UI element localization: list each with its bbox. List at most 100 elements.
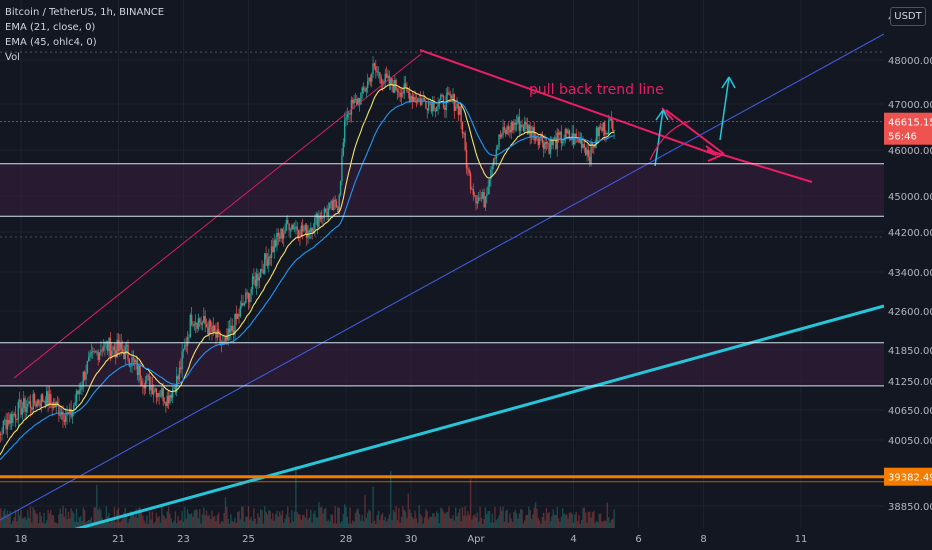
volume-bar bbox=[311, 522, 313, 528]
volume-bar bbox=[314, 510, 316, 528]
volume-bar bbox=[234, 517, 236, 528]
volume-bar bbox=[460, 521, 462, 528]
candle-body bbox=[69, 408, 71, 414]
candle-body bbox=[35, 403, 37, 407]
candle-body bbox=[316, 213, 319, 227]
price-axis[interactable]: 48000.00 47000.00 46000.00 45000.00 44200.00… bbox=[884, 0, 932, 550]
candle-body bbox=[270, 246, 273, 259]
volume-bar bbox=[59, 508, 61, 528]
arrowhead[interactable] bbox=[655, 109, 664, 121]
ema45-line[interactable] bbox=[0, 100, 615, 465]
volume-bar bbox=[243, 521, 246, 528]
long-term-support-line[interactable] bbox=[0, 304, 885, 550]
volume-bar bbox=[392, 509, 395, 528]
pullback-trendline[interactable] bbox=[419, 49, 717, 156]
time-axis[interactable]: 18 21 23 25 28 30 Apr 4 6 8 11 bbox=[0, 528, 932, 550]
candle-body bbox=[472, 188, 474, 195]
candle-body bbox=[350, 99, 353, 115]
candle-body bbox=[511, 122, 514, 131]
candle-body bbox=[480, 197, 483, 199]
volume-bar bbox=[41, 522, 44, 528]
volume-bar bbox=[553, 514, 556, 528]
candle-body bbox=[418, 98, 420, 100]
volume-bar bbox=[536, 508, 538, 528]
arrowhead[interactable] bbox=[721, 76, 730, 89]
volume-bar bbox=[572, 522, 575, 528]
volume-bar bbox=[593, 510, 595, 528]
candle-body bbox=[16, 418, 18, 420]
candle-body bbox=[361, 87, 363, 94]
projection-arrow-up-2[interactable] bbox=[719, 76, 730, 141]
volume-bar bbox=[551, 516, 553, 528]
volume-bar bbox=[292, 521, 294, 528]
candle-body bbox=[450, 95, 453, 99]
candle-body bbox=[111, 350, 113, 358]
volume-bar bbox=[580, 519, 583, 528]
candle-body bbox=[379, 72, 381, 78]
volume-bar bbox=[560, 516, 563, 528]
volume-bar bbox=[413, 519, 415, 528]
projection-arrow-up-1[interactable] bbox=[654, 109, 664, 167]
volume-bar bbox=[419, 514, 422, 528]
volume-bar bbox=[33, 509, 36, 528]
arrowhead[interactable] bbox=[728, 76, 736, 89]
candle-body bbox=[75, 390, 78, 403]
arrowhead[interactable] bbox=[662, 109, 669, 121]
currency-button[interactable]: USDT bbox=[890, 7, 926, 26]
candle-body bbox=[612, 120, 614, 132]
volume-bar bbox=[421, 516, 423, 528]
volume-bar bbox=[453, 520, 456, 528]
volume-bar bbox=[552, 509, 554, 528]
indicator-ema21[interactable]: EMA (21, close, 0) bbox=[5, 22, 96, 33]
symbol-title[interactable]: Bitcoin / TetherUS, 1h, BINANCE bbox=[5, 7, 165, 18]
candle-body bbox=[188, 337, 190, 338]
candle-body bbox=[18, 400, 21, 402]
volume-bar bbox=[120, 520, 122, 528]
ascending-support-line[interactable] bbox=[0, 33, 885, 521]
volume-bar bbox=[582, 507, 584, 528]
price-tick-label: 42600.00 bbox=[888, 307, 932, 318]
candle-body bbox=[257, 273, 259, 281]
candle-body bbox=[273, 240, 275, 253]
volume-bar bbox=[66, 519, 68, 528]
candle-body bbox=[498, 134, 500, 148]
projection-arrow-head[interactable] bbox=[705, 145, 719, 156]
volume-bar bbox=[60, 513, 63, 528]
volume-bar bbox=[285, 514, 288, 528]
volume-bar bbox=[589, 511, 591, 528]
horizontal-levels[interactable] bbox=[0, 51, 884, 483]
candle-body bbox=[515, 123, 518, 125]
candle-body bbox=[545, 142, 548, 145]
projection-arrow-head[interactable] bbox=[707, 153, 725, 162]
volume-bar bbox=[601, 521, 603, 528]
volume-bar bbox=[36, 514, 38, 528]
volume-bar bbox=[534, 502, 537, 528]
candle-body bbox=[335, 201, 338, 208]
volume-bar bbox=[307, 519, 309, 528]
indicator-vol[interactable]: Vol bbox=[5, 52, 20, 63]
projection-arrow-down[interactable] bbox=[665, 109, 725, 155]
volume-bar bbox=[510, 518, 512, 528]
volume-bar bbox=[398, 508, 400, 528]
volume-bar bbox=[132, 512, 135, 528]
candle-body bbox=[239, 306, 242, 317]
pullback-trendline-ext[interactable] bbox=[706, 149, 813, 183]
candle-body bbox=[391, 78, 393, 86]
candle-body bbox=[346, 114, 349, 118]
candle-body bbox=[185, 344, 187, 346]
candle-body bbox=[400, 92, 403, 97]
volume-bar bbox=[446, 511, 449, 528]
candle-body bbox=[104, 341, 106, 348]
candle-body bbox=[81, 385, 83, 390]
candle-body bbox=[32, 393, 34, 410]
volume-bar bbox=[278, 511, 281, 528]
candle-body bbox=[452, 94, 454, 99]
candle-body bbox=[578, 138, 580, 143]
indicator-ema45[interactable]: EMA (45, ohlc4, 0) bbox=[5, 37, 97, 48]
volume-bar bbox=[567, 518, 569, 528]
candle-body bbox=[280, 228, 282, 239]
price-tick-label: 48000.00 bbox=[888, 56, 932, 67]
candle-body bbox=[501, 134, 503, 137]
volume-bar bbox=[591, 512, 594, 528]
